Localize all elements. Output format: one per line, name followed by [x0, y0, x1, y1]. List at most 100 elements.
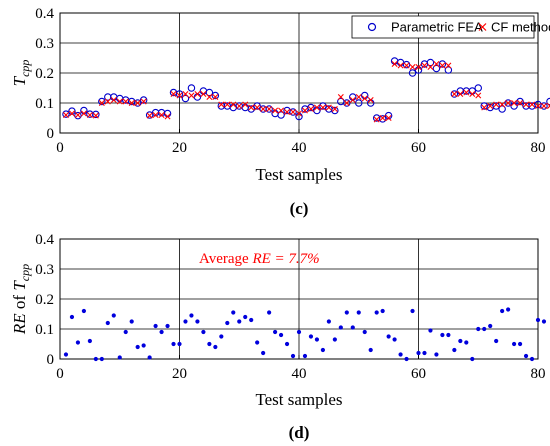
- point-cf: [415, 64, 422, 70]
- point-cf: [475, 92, 482, 99]
- point-fea: [247, 105, 255, 113]
- point-fea: [378, 115, 387, 123]
- point-cf: [140, 98, 147, 105]
- point-re: [458, 338, 463, 344]
- point-re: [141, 343, 146, 348]
- panel-c-chart: 0 20 40 60 80 0 0.1 0.2 0.3 0.4 Parametric FEA CF…: [10, 6, 550, 218]
- point-re: [69, 314, 75, 320]
- y-tick-label: 0.1: [35, 322, 54, 338]
- x-tick-label: 80: [531, 366, 546, 382]
- point-fea: [504, 99, 512, 107]
- point-re: [320, 347, 325, 353]
- point-re: [392, 337, 397, 342]
- point-cf: [301, 107, 308, 114]
- point-fea: [444, 66, 453, 74]
- point-cf: [540, 103, 547, 109]
- point-re: [535, 317, 541, 323]
- point-cf: [385, 115, 392, 121]
- point-re: [81, 308, 86, 314]
- point-cf: [391, 61, 398, 67]
- point-re: [243, 314, 248, 320]
- point-cf: [313, 104, 320, 111]
- point-re: [171, 341, 176, 347]
- point-cf: [290, 109, 297, 115]
- point-re: [386, 334, 391, 339]
- x-tick-label: 80: [531, 140, 546, 156]
- point-cf: [272, 107, 279, 114]
- point-re: [123, 329, 128, 335]
- panel-d-series: [63, 307, 547, 362]
- y-tick-label: 0.3: [35, 36, 54, 52]
- point-re: [523, 353, 529, 359]
- point-cf: [122, 98, 129, 105]
- point-cf: [505, 100, 512, 106]
- point-re: [470, 356, 475, 362]
- point-re: [410, 308, 415, 314]
- point-fea: [319, 102, 327, 110]
- point-re: [338, 325, 343, 330]
- panel-c-label-text: (c): [290, 199, 309, 218]
- legend-cf-label: CF method: [491, 20, 550, 35]
- point-cf: [248, 104, 255, 111]
- point-cf: [355, 94, 362, 100]
- x-tick-label: 0: [56, 366, 64, 382]
- point-re: [302, 353, 308, 359]
- point-fea: [265, 105, 273, 113]
- point-re: [398, 352, 403, 357]
- point-cf: [218, 101, 225, 108]
- point-re: [506, 307, 511, 312]
- point-cf: [242, 101, 249, 108]
- panel-d-ylabel: RE of Tcpp: [10, 264, 32, 335]
- point-cf: [224, 101, 231, 108]
- point-re: [201, 329, 206, 335]
- point-fea: [62, 110, 70, 118]
- point-re: [93, 356, 98, 362]
- panel-c-ticks: 0 20 40 60 80 0 0.1 0.2 0.3 0.4: [35, 6, 545, 156]
- panel-c-xlabel: Test samples: [255, 165, 342, 184]
- point-re: [344, 310, 349, 315]
- point-re: [314, 337, 320, 342]
- panel-d-grid: [60, 239, 538, 359]
- point-cf: [337, 94, 344, 100]
- point-cf: [254, 104, 261, 111]
- panel-d-ylabel-t: T: [10, 280, 29, 291]
- point-re: [332, 337, 337, 342]
- point-fea: [354, 99, 363, 107]
- point-cf: [517, 100, 524, 106]
- point-fea: [68, 107, 76, 115]
- point-cf: [493, 101, 500, 108]
- point-cf: [379, 115, 386, 121]
- point-cf: [80, 110, 87, 117]
- point-cf: [86, 112, 93, 118]
- panel-c-ylabel-main: T: [10, 75, 29, 86]
- point-re: [231, 310, 236, 315]
- legend-fea-label: Parametric FEA: [391, 20, 483, 35]
- point-re: [464, 340, 469, 345]
- point-re: [159, 329, 164, 335]
- point-re: [511, 341, 517, 347]
- x-tick-label: 20: [172, 140, 187, 156]
- point-re: [147, 355, 152, 360]
- point-re: [488, 323, 493, 329]
- point-re: [529, 356, 535, 362]
- point-cf: [278, 107, 285, 114]
- point-cf: [170, 91, 177, 97]
- y-tick-label: 0: [47, 126, 55, 142]
- panel-d-xlabel: Test samples: [255, 390, 342, 409]
- point-cf: [266, 106, 273, 112]
- point-fea: [253, 102, 261, 110]
- point-fea: [343, 99, 351, 107]
- point-cf: [445, 62, 452, 69]
- y-tick-label: 0: [47, 352, 55, 368]
- x-tick-label: 60: [411, 140, 426, 156]
- y-tick-label: 0.3: [35, 262, 54, 278]
- point-re: [446, 332, 451, 338]
- panel-c-ylabel-sub: cpp: [18, 60, 32, 77]
- point-re: [434, 352, 439, 357]
- point-fea: [307, 103, 315, 112]
- panel-d-label: (d): [289, 423, 310, 442]
- panel-d-ticks: 0 20 40 60 80 0 0.1 0.2 0.3 0.4: [35, 232, 545, 382]
- point-re: [267, 310, 272, 315]
- point-fea: [139, 96, 148, 104]
